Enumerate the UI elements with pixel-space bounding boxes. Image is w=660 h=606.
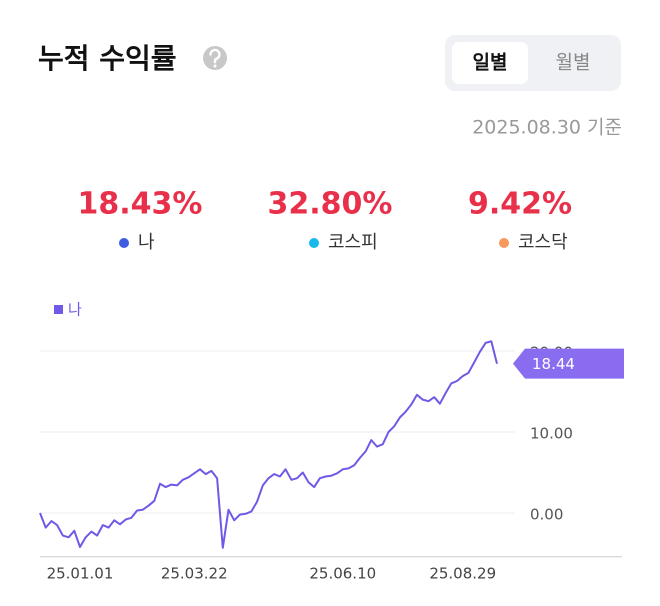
x-tick-label: 25.03.22 bbox=[161, 565, 228, 583]
legend-label: 나 bbox=[68, 301, 82, 319]
return-label: 코스피 bbox=[328, 232, 378, 253]
tab-button[interactable]: 월별 bbox=[556, 52, 591, 74]
y-tick-label: 0.00 bbox=[530, 505, 563, 523]
return-value: 18.43% bbox=[78, 187, 203, 222]
return-value: 9.42% bbox=[468, 187, 572, 222]
legend-dot bbox=[309, 238, 319, 248]
return-label: 코스닥 bbox=[518, 232, 568, 253]
x-tick-label: 25.01.01 bbox=[47, 565, 114, 583]
title: 누적 수익률 bbox=[38, 42, 177, 75]
legend-dot bbox=[119, 238, 129, 248]
current-value-badge bbox=[513, 348, 624, 379]
legend-dot bbox=[499, 238, 509, 248]
x-tick-label: 25.06.10 bbox=[309, 565, 376, 583]
return-label: 나 bbox=[138, 232, 155, 253]
help-icon[interactable] bbox=[203, 46, 227, 70]
series-line bbox=[39, 340, 498, 549]
legend-swatch bbox=[54, 305, 63, 314]
current-value-label: 18.44 bbox=[532, 355, 575, 373]
tab-button[interactable]: 일별 bbox=[452, 42, 528, 84]
base-date: 2025.08.30 기준 bbox=[472, 117, 622, 139]
tab-label: 월별 bbox=[556, 52, 591, 74]
y-tick-label: 10.00 bbox=[530, 425, 573, 443]
tab-selected-bg bbox=[452, 42, 528, 84]
x-tick-label: 25.08.29 bbox=[429, 565, 496, 583]
return-value: 32.80% bbox=[268, 187, 393, 222]
tab-label: 일별 bbox=[473, 52, 508, 74]
